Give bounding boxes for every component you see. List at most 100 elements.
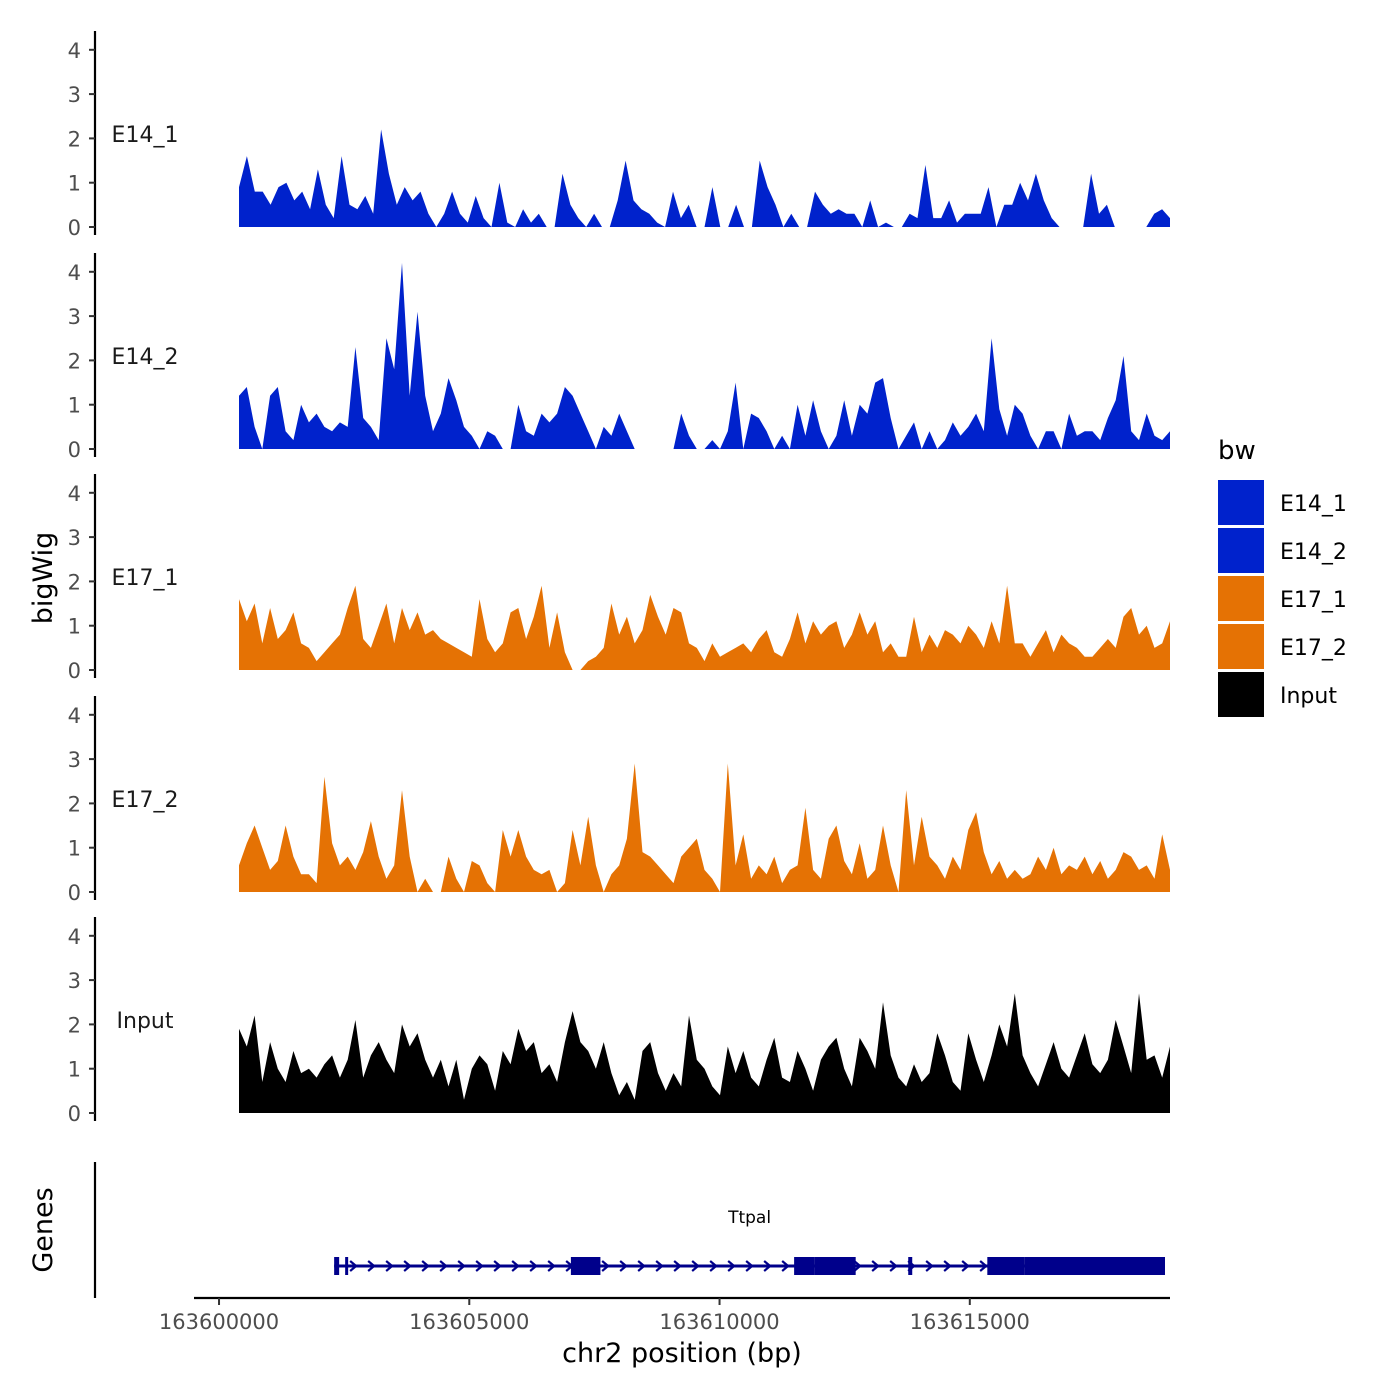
y-tick-label: 0 <box>68 1102 81 1126</box>
y-tick-label: 1 <box>68 394 81 418</box>
strand-arrow <box>925 1260 934 1272</box>
strand-arrow <box>619 1260 628 1272</box>
strand-arrow <box>709 1260 718 1272</box>
track-E17_1: 0 1 2 3 4 E17_1 <box>68 474 1170 683</box>
legend-swatch-E14_2 <box>1218 528 1264 573</box>
strand-arrow <box>889 1260 898 1272</box>
strand-arrow <box>403 1260 412 1272</box>
y-tick-label: 2 <box>68 792 81 816</box>
genes-panel: Genes Ttpal <box>28 1162 1165 1298</box>
x-axis: 163600000 163605000 163610000 163615000 <box>159 1296 1170 1334</box>
strand-arrow <box>367 1260 376 1272</box>
gene-exon <box>334 1257 340 1275</box>
gene-model-Ttpal: Ttpal <box>334 1208 1165 1275</box>
gene-exon <box>814 1257 856 1275</box>
strand-arrow <box>727 1260 736 1272</box>
strand-arrow <box>673 1260 682 1272</box>
y-axis-title: bigWig <box>28 532 59 625</box>
legend-swatch-E14_1 <box>1218 480 1264 525</box>
strand-arrow <box>529 1260 538 1272</box>
track-E14_1: 0 1 2 3 4 E14_1 <box>68 31 1170 240</box>
y-tick-label: 0 <box>68 659 81 683</box>
strand-arrow <box>493 1260 502 1272</box>
y-tick-label: 1 <box>68 837 81 861</box>
y-tick-label: 2 <box>68 1013 81 1037</box>
y-tick-label: 3 <box>68 526 81 550</box>
x-tick-label: 163610000 <box>659 1310 779 1334</box>
y-tick-label: 3 <box>68 83 81 107</box>
legend-label-Input: Input <box>1280 684 1337 709</box>
strand-arrow <box>349 1260 358 1272</box>
gene-label: Ttpal <box>727 1208 771 1228</box>
track-Input: 0 1 2 3 4 Input <box>68 917 1170 1126</box>
legend-label-E17_1: E17_1 <box>1280 588 1347 613</box>
track-E17_2: 0 1 2 3 4 E17_2 <box>68 696 1170 905</box>
strand-arrow <box>439 1260 448 1272</box>
strand-arrow <box>601 1260 610 1272</box>
legend-label-E17_2: E17_2 <box>1280 636 1347 661</box>
strand-arrow <box>943 1260 952 1272</box>
legend: bw E14_1 E14_2 E17_1 E17_2 Input <box>1218 436 1347 717</box>
strand-arrow <box>853 1260 862 1272</box>
track-label-E17_1: E17_1 <box>112 566 179 591</box>
gene-exon <box>794 1257 815 1275</box>
strand-arrow <box>763 1260 772 1272</box>
coverage-area-Input <box>239 993 1170 1113</box>
strand-arrow <box>871 1260 880 1272</box>
legend-label-E14_2: E14_2 <box>1280 540 1347 565</box>
track-label-Input: Input <box>117 1009 174 1034</box>
gene-exon <box>345 1257 349 1275</box>
track-E14_2: 0 1 2 3 4 E14_2 <box>68 253 1170 462</box>
gene-exon <box>570 1257 601 1275</box>
gene-exon <box>987 1257 1025 1275</box>
strand-arrow <box>979 1260 988 1272</box>
y-tick-label: 4 <box>68 39 81 63</box>
y-tick-label: 0 <box>68 881 81 905</box>
y-tick-label: 3 <box>68 748 81 772</box>
track-label-E17_2: E17_2 <box>112 788 179 813</box>
y-tick-label: 1 <box>68 1058 81 1082</box>
x-tick-label: 163605000 <box>409 1310 529 1334</box>
strand-arrow <box>475 1260 484 1272</box>
strand-arrow <box>655 1260 664 1272</box>
x-axis-title: chr2 position (bp) <box>562 1338 802 1369</box>
y-tick-label: 2 <box>68 570 81 594</box>
strand-arrow <box>961 1260 970 1272</box>
strand-arrow <box>547 1260 556 1272</box>
strand-arrow <box>511 1260 520 1272</box>
track-label-E14_2: E14_2 <box>112 345 179 370</box>
coverage-area-E14_1 <box>239 129 1170 227</box>
y-tick-label: 3 <box>68 305 81 329</box>
legend-swatch-E17_2 <box>1218 624 1264 669</box>
legend-swatch-E17_1 <box>1218 576 1264 621</box>
strand-arrow <box>745 1260 754 1272</box>
strand-arrow <box>457 1260 466 1272</box>
strand-arrow <box>637 1260 646 1272</box>
gene-exon <box>1024 1257 1165 1275</box>
track-label-E14_1: E14_1 <box>112 123 179 148</box>
y-tick-label: 0 <box>68 438 81 462</box>
coverage-area-E17_2 <box>239 763 1170 892</box>
y-tick-label: 1 <box>68 172 81 196</box>
x-tick-label: 163615000 <box>910 1310 1030 1334</box>
gene-exon <box>908 1257 913 1275</box>
strand-arrow <box>385 1260 394 1272</box>
y-tick-label: 2 <box>68 127 81 151</box>
strand-arrow <box>421 1260 430 1272</box>
y-tick-label: 0 <box>68 216 81 240</box>
legend-label-E14_1: E14_1 <box>1280 492 1347 517</box>
strand-arrow <box>691 1260 700 1272</box>
coverage-area-E17_1 <box>239 585 1170 670</box>
y-tick-label: 4 <box>68 925 81 949</box>
strand-arrow <box>781 1260 790 1272</box>
y-tick-label: 4 <box>68 482 81 506</box>
y-tick-label: 3 <box>68 969 81 993</box>
legend-title: bw <box>1218 436 1256 466</box>
tracks-layer: 0 1 2 3 4 E14_1 0 1 2 3 4 E14_2 0 1 2 3 4 E17_1 0 1 2 3 4 E17_2… <box>68 31 1170 1126</box>
legend-swatch-Input <box>1218 672 1264 717</box>
y-tick-label: 4 <box>68 704 81 728</box>
y-tick-label: 1 <box>68 615 81 639</box>
coverage-area-E14_2 <box>239 262 1170 449</box>
x-tick-label: 163600000 <box>159 1310 279 1334</box>
